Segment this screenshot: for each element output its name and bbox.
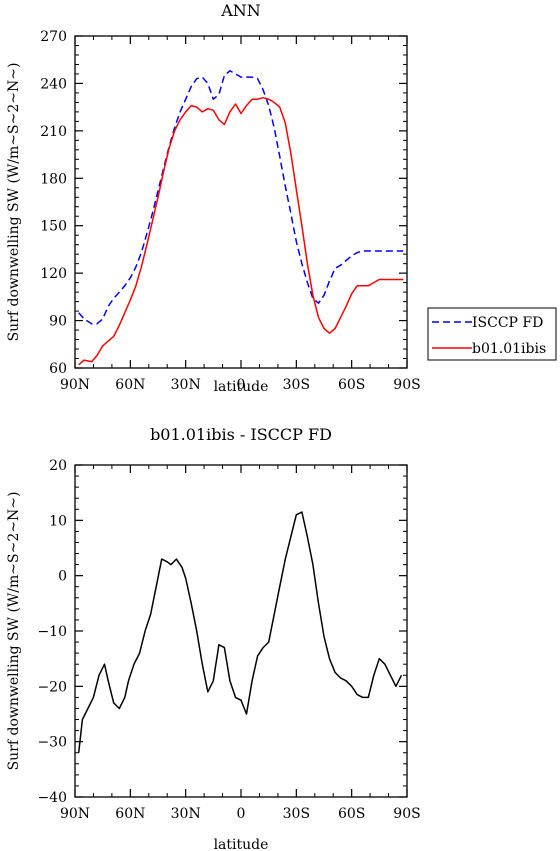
chart-title: ANN — [220, 1, 261, 20]
legend-label: b01.01ibis — [472, 341, 546, 357]
x-tick-label: 30N — [171, 806, 201, 822]
y-axis-label: Surf downwelling SW (W/m~S~2~N~) — [6, 492, 22, 771]
legend: ISCCP FD b01.01ibis — [427, 307, 557, 361]
chart-title: b01.01ibis - ISCCP FD — [150, 425, 332, 444]
y-tick-label: 90 — [49, 314, 67, 330]
y-tick-label: 270 — [40, 29, 67, 45]
plot-frame — [74, 464, 408, 798]
x-tick-label: 90S — [393, 806, 420, 822]
x-tick-label: 0 — [237, 377, 246, 393]
top-panel: ANN 90N 60N 30N 0 30S 60S 90S 60 90 120 150 180 210 24… — [6, 1, 421, 395]
y-tick-label: 10 — [49, 513, 67, 529]
y-tick-label: −20 — [37, 679, 67, 695]
series-line-isccp-fd — [78, 70, 404, 325]
x-axis-label: latitude — [214, 379, 269, 395]
x-tick-label: 90S — [393, 377, 420, 393]
x-tick-label: 90N — [60, 806, 90, 822]
legend-box — [427, 307, 557, 361]
series-line-difference — [77, 511, 403, 753]
y-tick-label: 60 — [49, 361, 67, 377]
y-tick-label: 240 — [40, 76, 67, 92]
plot-frame — [74, 35, 408, 369]
y-tick-label: 0 — [58, 569, 67, 585]
x-tick-label: 60S — [338, 377, 365, 393]
x-tick-label: 90N — [60, 377, 90, 393]
y-tick-label: −10 — [37, 624, 67, 640]
x-tick-label: 60S — [338, 806, 365, 822]
y-tick-label: 210 — [40, 124, 67, 140]
x-tick-label: 60N — [115, 806, 145, 822]
bottom-panel: b01.01ibis - ISCCP FD 90N 60N 30N 0 30S 60S 90S… — [6, 425, 421, 851]
y-axis-label: Surf downwelling SW (W/m~S~2~N~) — [6, 63, 22, 342]
x-tick-label: 30S — [283, 377, 310, 393]
y-tick-label: 120 — [40, 266, 67, 282]
x-tick-label: 30N — [171, 377, 201, 393]
x-axis-label: latitude — [214, 837, 269, 851]
y-tick-label: −30 — [37, 735, 67, 751]
x-tick-label: 30S — [283, 806, 310, 822]
y-tick-label: −40 — [37, 790, 67, 806]
y-tick-label: 150 — [40, 219, 67, 235]
y-tick-label: 180 — [40, 171, 67, 187]
x-tick-label: 0 — [237, 806, 246, 822]
x-tick-label: 60N — [115, 377, 145, 393]
y-tick-label: 20 — [49, 458, 67, 474]
legend-label: ISCCP FD — [472, 315, 543, 331]
series-line-b01-01ibis — [78, 96, 404, 366]
